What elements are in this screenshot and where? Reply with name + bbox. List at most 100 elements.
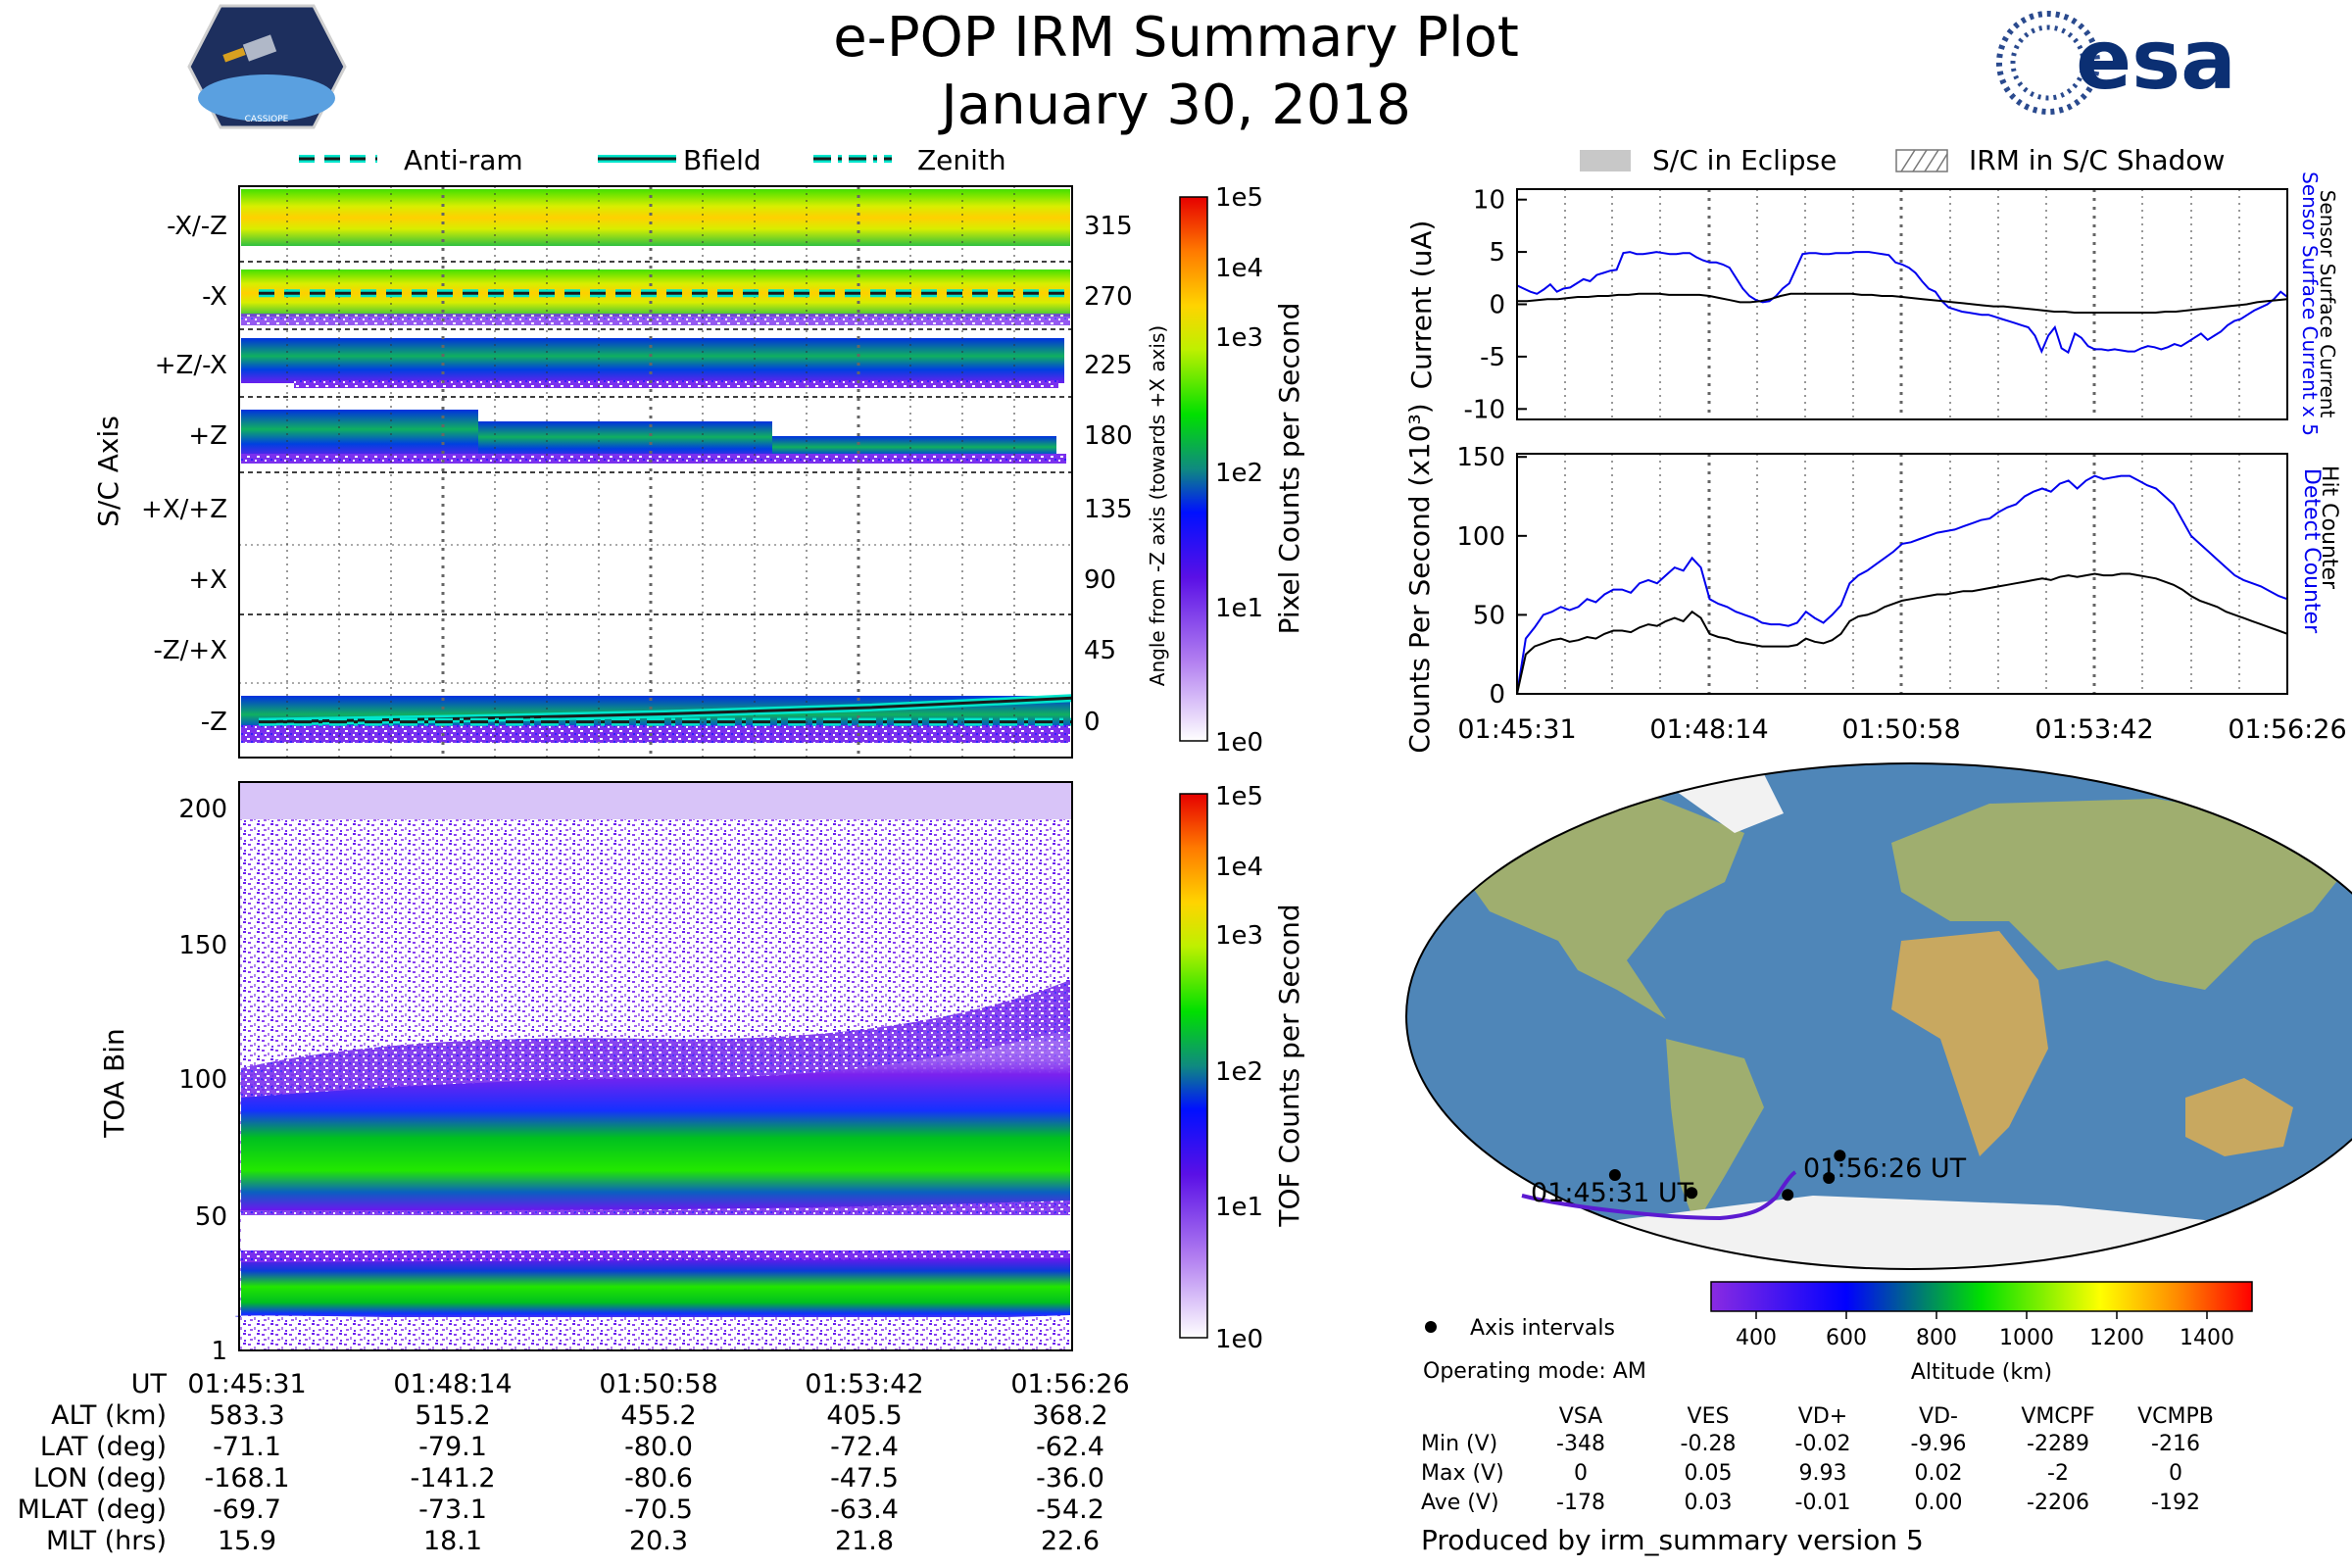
toa-ytick-1: 1 [211,1337,227,1366]
volt-cell-1-3: 0.02 [1915,1461,1963,1486]
track-point-4 [1834,1150,1846,1162]
sc-rtick-4: 135 [1084,495,1133,524]
ephem-cell-4-3: -63.4 [830,1494,899,1525]
ephem-cell-3-3: -47.5 [830,1463,899,1494]
legend-bfield-label: Bfield [683,144,761,176]
logo-right-text: esa [2076,12,2236,108]
volt-cell-1-1: 0.05 [1685,1461,1733,1486]
volt-cell-1-0: 0 [1574,1461,1588,1486]
top-legend: Anti-ram Bfield Zenith [299,144,1006,176]
tof-cbar-tick-2: 1e2 [1215,1057,1263,1087]
ephem-cell-2-4: -62.4 [1036,1432,1104,1462]
pixel-cbar-tick-5: 1e5 [1215,183,1263,213]
current-right-label-0: Sensor Surface Current x 5 [2298,172,2322,436]
ephem-cell-3-2: -80.6 [624,1463,693,1494]
sc-ytick-7: -Z [201,708,227,737]
current-series [1516,198,2288,411]
ephem-cell-2-0: -71.1 [213,1432,281,1462]
current-series-secondary-line [1517,292,2288,314]
volt-cell-2-3: 0.00 [1915,1491,1963,1515]
sc-ytick-6: -Z/+X [153,636,227,665]
track-start-label: 01:45:31 UT [1531,1178,1694,1208]
volt-cell-2-1: 0.03 [1685,1491,1733,1515]
sc-ytick-4: +X/+Z [141,495,227,524]
ephem-cell-1-3: 405.5 [826,1400,902,1431]
sc-rtick-3: 180 [1084,421,1133,451]
counts-series-ytick-1: 100 [1456,522,1505,552]
counts-right-label-0: Detect Counter [2299,468,2324,634]
ephem-cell-0-4: 01:56:26 [1010,1369,1129,1399]
current-series-ytick-0: 10 [1473,186,1505,216]
ephem-cell-0-0: 01:45:31 [187,1369,306,1399]
pixel-colorbar [1179,196,1208,742]
ephemeris-table: UT ALT (km) LAT (deg) LON (deg) MLAT (de… [18,1369,1130,1556]
counts-ylabel: Counts Per Second (x10³) [1403,403,1436,753]
counts-series-primary-line [1516,474,2288,695]
logo-left-text: CASSIOPE [245,115,289,124]
orbit-map: 01:45:31 UT 01:56:26 UT [1405,762,2352,1270]
logo-right: esa [1996,11,2236,115]
track-end-label: 01:56:26 UT [1803,1153,1967,1184]
ephem-row-label-2: LAT (deg) [40,1432,167,1462]
ephem-cell-1-4: 368.2 [1032,1400,1107,1431]
ephem-cell-5-0: 15.9 [218,1526,276,1556]
logo-left: CASSIOPE [187,4,347,129]
sc-rtick-1: 270 [1084,282,1133,312]
alt-tick-0: 400 [1736,1326,1777,1350]
toa-ylabel: TOA Bin [98,1028,130,1138]
tof-cbar-tick-0: 1e0 [1215,1325,1263,1354]
legend-eclipse-label: S/C in Eclipse [1652,144,1837,176]
counts-xtick-0: 01:45:31 [1457,714,1576,745]
ephem-cell-3-1: -141.2 [410,1463,495,1494]
current-ylabel: Current (uA) [1405,220,1438,390]
operating-mode: Operating mode: AM [1423,1359,1646,1384]
alt-tick-1: 600 [1826,1326,1867,1350]
sc-rtick-5: 90 [1084,565,1116,595]
alt-tick-2: 800 [1916,1326,1957,1350]
counts-series-secondary-line [1516,572,2288,695]
volt-header-vd: VD- [1919,1404,1958,1429]
volt-header-ves: VES [1688,1404,1730,1429]
volt-cell-0-5: -216 [2151,1432,2200,1456]
tof-cbar-tick-4: 1e4 [1215,853,1263,882]
pixel-cbar-tick-2: 1e2 [1215,459,1263,488]
orbit-track [1521,1170,1797,1221]
counts-series-ytick-3: 0 [1489,680,1505,710]
tof-cbar-tick-1: 1e1 [1215,1193,1263,1222]
counts-right-label-1: Hit Counter [2317,466,2341,590]
sc-ytick-5: +X [188,565,227,595]
counts-xtick-2: 01:50:58 [1841,714,1960,745]
track-point-2 [1782,1189,1794,1201]
volt-row-label-2: Ave (V) [1421,1491,1499,1515]
volt-cell-0-3: -9.96 [1911,1432,1967,1456]
sc-ytick-1: -X [202,282,227,312]
toa-panel: 200 150 100 50 1 TOA Bin 1e5 1e4 1e3 1e2… [98,781,1305,1366]
counts-series-ytick-2: 50 [1473,601,1505,630]
footer-text: Produced by irm_summary version 5 [1421,1524,1924,1556]
ephem-cell-2-3: -72.4 [830,1432,899,1462]
ephem-cell-2-1: -79.1 [418,1432,487,1462]
volt-row-label-0: Min (V) [1421,1432,1497,1456]
track-point-3 [1823,1172,1836,1184]
altitude-colorbar [1710,1281,2253,1312]
altitude-cbar-label: Altitude (km) [1911,1360,2052,1385]
sc-axis-series [258,289,1073,726]
sc-ytick-0: -X/-Z [167,212,227,241]
ephem-row-label-3: LON (deg) [33,1463,167,1494]
counts-panel: 150 100 50 0 Counts Per Second (x10³) Detec… [1403,403,2347,753]
ephem-cell-3-4: -36.0 [1036,1463,1104,1494]
toa-ytick-50: 50 [195,1202,227,1232]
sc-axis-panel: -X/-Z -X +Z/-X +Z +X/+Z +X -Z/+X -Z S/C … [92,183,1305,759]
volt-cell-2-0: -178 [1556,1491,1605,1515]
ephem-cell-3-0: -168.1 [204,1463,289,1494]
alt-tick-5: 1400 [2180,1326,2234,1350]
volt-cell-0-2: -0.02 [1795,1432,1851,1456]
legend-antiram-label: Anti-ram [404,144,523,176]
sc-rtick-6: 45 [1084,636,1116,665]
volt-cell-0-1: -0.28 [1681,1432,1737,1456]
tof-cbar-label: TOF Counts per Second [1273,904,1305,1227]
volt-header-vsa: VSA [1559,1404,1602,1429]
ephem-cell-5-2: 20.3 [629,1526,688,1556]
pixel-cbar-tick-1: 1e1 [1215,594,1263,623]
volt-cell-0-0: -348 [1556,1432,1605,1456]
